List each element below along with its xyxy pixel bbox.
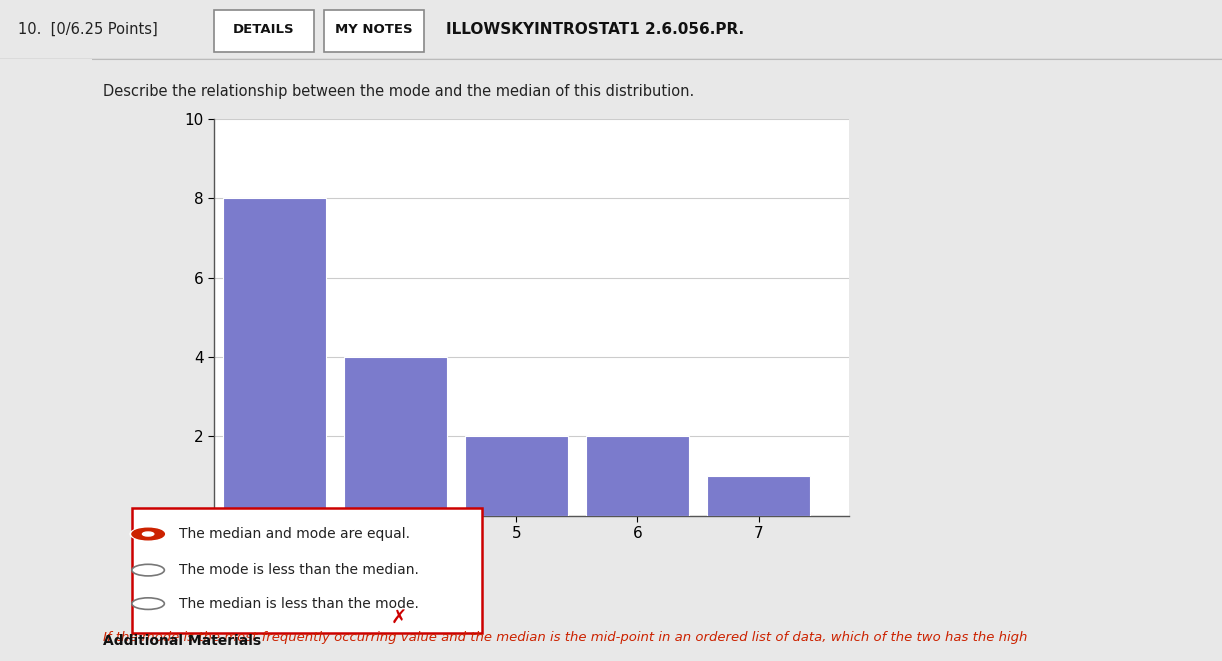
Circle shape — [130, 527, 166, 541]
Text: 10.  [0/6.25 Points]: 10. [0/6.25 Points] — [18, 22, 158, 37]
Text: The median is less than the mode.: The median is less than the mode. — [178, 597, 419, 611]
Bar — [222, 198, 326, 516]
Text: Additional Materials: Additional Materials — [103, 634, 262, 648]
Bar — [708, 476, 810, 516]
Text: If the mode is the most frequently occurring value and the median is the mid-poi: If the mode is the most frequently occur… — [103, 631, 1028, 644]
Text: The mode is less than the median.: The mode is less than the median. — [178, 563, 419, 577]
Bar — [343, 357, 447, 516]
Circle shape — [132, 598, 164, 609]
Text: ILLOWSKYINTROSTAT1 2.6.056.PR.: ILLOWSKYINTROSTAT1 2.6.056.PR. — [446, 22, 744, 37]
Bar — [587, 436, 689, 516]
Text: MY NOTES: MY NOTES — [335, 23, 413, 36]
Bar — [466, 436, 568, 516]
Circle shape — [132, 528, 164, 540]
Text: ✗: ✗ — [391, 609, 407, 628]
Text: Describe the relationship between the mode and the median of this distribution.: Describe the relationship between the mo… — [103, 83, 694, 98]
FancyBboxPatch shape — [214, 9, 314, 52]
Circle shape — [143, 532, 154, 536]
FancyBboxPatch shape — [324, 9, 424, 52]
Text: DETAILS: DETAILS — [233, 23, 295, 36]
Text: The median and mode are equal.: The median and mode are equal. — [178, 527, 409, 541]
Circle shape — [132, 564, 164, 576]
